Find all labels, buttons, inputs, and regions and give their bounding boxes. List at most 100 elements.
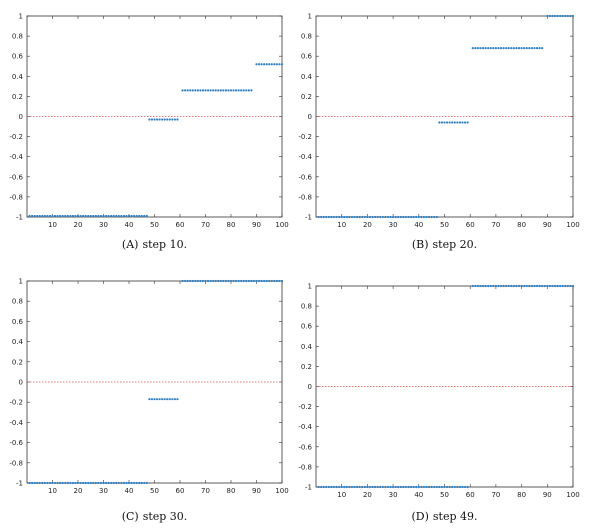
data-point-seg0 <box>412 485 415 489</box>
data-point-seg2 <box>227 89 230 92</box>
data-point-seg0 <box>30 481 34 485</box>
data-point-seg2 <box>227 279 230 283</box>
data-point-seg1 <box>166 118 169 121</box>
data-point-seg1 <box>171 118 174 121</box>
data-point-seg0 <box>320 215 323 219</box>
data-point-seg0 <box>412 215 415 219</box>
data-point-seg3 <box>265 63 268 66</box>
data-point-seg0 <box>415 215 418 219</box>
y-tick-label: 0.8 <box>301 303 312 311</box>
data-point-seg0 <box>322 215 325 219</box>
data-point-seg0 <box>130 481 133 485</box>
data-point-seg2 <box>515 47 518 50</box>
data-point-seg2 <box>237 89 240 92</box>
data-point-seg3 <box>556 14 559 18</box>
data-point-seg0 <box>435 215 438 219</box>
data-point-seg1 <box>463 121 467 124</box>
data-point-seg0 <box>28 214 31 218</box>
x-tick-label: 30 <box>99 221 108 229</box>
data-point-seg0 <box>89 481 92 485</box>
data-point-seg0 <box>345 215 348 219</box>
data-point-seg0 <box>33 214 36 218</box>
data-point-seg0 <box>384 485 387 489</box>
data-point-seg2 <box>217 279 220 283</box>
data-point-seg2 <box>275 279 278 283</box>
data-point-seg0 <box>61 214 64 218</box>
data-point-seg0 <box>394 215 397 219</box>
data-point-seg0 <box>107 481 110 485</box>
data-point-seg3 <box>561 14 564 18</box>
data-point-seg2 <box>232 89 235 92</box>
data-point-seg0 <box>145 481 148 485</box>
data-point-seg2 <box>206 89 210 92</box>
x-tick-label: 100 <box>566 491 579 499</box>
data-point-seg0 <box>386 485 390 489</box>
data-point-seg2 <box>191 89 194 92</box>
x-tick-label: 20 <box>363 221 372 229</box>
data-point-seg3 <box>260 63 263 66</box>
data-point-seg0 <box>51 481 54 485</box>
data-point-seg0 <box>59 481 62 485</box>
data-point-seg0 <box>87 481 90 485</box>
data-point-seg2 <box>505 47 508 50</box>
data-point-seg0 <box>430 215 433 219</box>
x-tick-label: 10 <box>337 221 346 229</box>
data-point-seg0 <box>330 485 333 489</box>
y-tick-label: -1 <box>305 484 312 492</box>
data-point-seg0 <box>433 485 436 489</box>
data-point-seg0 <box>138 214 141 218</box>
data-point-seg2 <box>257 279 261 283</box>
data-point-seg1 <box>569 284 572 288</box>
x-tick-label: 80 <box>227 487 236 495</box>
data-point-seg3 <box>548 14 551 18</box>
data-point-seg1 <box>166 398 169 401</box>
data-point-seg0 <box>379 215 382 219</box>
data-point-seg2 <box>510 47 513 50</box>
data-point-seg1 <box>168 398 171 401</box>
data-point-seg1 <box>158 118 161 121</box>
data-point-seg2 <box>199 279 202 283</box>
data-point-seg0 <box>92 481 95 485</box>
data-point-seg0 <box>425 485 428 489</box>
data-point-seg1 <box>443 121 446 124</box>
data-point-seg2 <box>235 279 238 283</box>
data-point-seg3 <box>263 63 266 66</box>
data-point-seg0 <box>53 481 57 485</box>
x-tick-label: 90 <box>543 491 552 499</box>
data-point-seg1 <box>481 284 485 288</box>
data-point-seg2 <box>481 47 485 50</box>
caption-text: step 20. <box>433 238 478 251</box>
data-point-seg0 <box>320 485 323 489</box>
data-point-seg2 <box>209 89 212 92</box>
x-tick-label: 20 <box>74 221 83 229</box>
data-point-seg2 <box>530 47 533 50</box>
data-point-seg0 <box>350 215 354 219</box>
data-point-seg2 <box>229 279 233 283</box>
data-point-seg0 <box>41 481 44 485</box>
data-point-seg0 <box>374 215 377 219</box>
data-point-seg1 <box>489 284 492 288</box>
data-point-seg1 <box>512 284 515 288</box>
data-point-seg1 <box>171 398 174 401</box>
data-point-seg0 <box>366 215 369 219</box>
data-point-seg0 <box>127 481 131 485</box>
data-point-seg1 <box>546 284 549 288</box>
x-tick-label: 30 <box>99 487 108 495</box>
panel-caption: (A) step 10. <box>122 238 187 251</box>
data-point-seg1 <box>520 284 523 288</box>
data-point-seg2 <box>209 279 212 283</box>
data-point-seg0 <box>363 485 366 489</box>
data-point-seg2 <box>528 47 531 50</box>
data-point-seg0 <box>327 215 330 219</box>
data-point-seg3 <box>566 14 569 18</box>
data-point-seg0 <box>402 485 405 489</box>
y-tick-label: -1 <box>305 214 312 222</box>
data-point-seg1 <box>515 284 518 288</box>
data-point-seg0 <box>322 485 325 489</box>
y-tick-label: -0.6 <box>9 173 23 181</box>
y-tick-label: -0.4 <box>298 153 312 161</box>
data-point-seg0 <box>104 214 108 218</box>
data-point-seg3 <box>546 14 549 18</box>
data-point-seg0 <box>135 214 138 218</box>
